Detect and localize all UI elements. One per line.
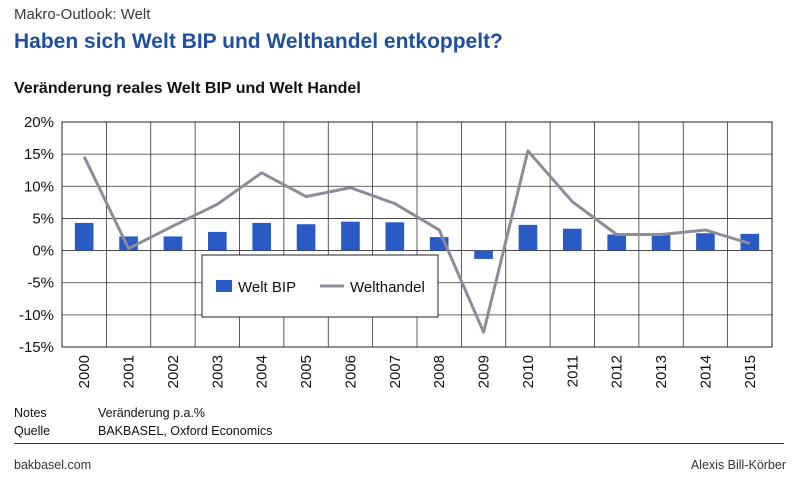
bar-welt-bip bbox=[385, 222, 405, 251]
footer-site: bakbasel.com bbox=[14, 458, 92, 472]
bar-welt-bip bbox=[607, 234, 627, 251]
page-headline: Haben sich Welt BIP und Welthandel entko… bbox=[14, 30, 503, 53]
bar-welt-bip bbox=[651, 235, 671, 251]
section-label: Makro-Outlook: Welt bbox=[14, 6, 151, 23]
bar-welt-bip bbox=[474, 250, 493, 259]
x-tick-label: 2002 bbox=[165, 355, 182, 388]
y-tick-label: -15% bbox=[19, 339, 54, 356]
bar-welt-bip bbox=[163, 236, 183, 251]
bar-welt-bip bbox=[252, 222, 272, 251]
y-tick-label: 20% bbox=[24, 114, 54, 131]
line-welthandel bbox=[82, 149, 751, 334]
notes-value: Veränderung p.a.% bbox=[98, 406, 206, 420]
source-label: Quelle bbox=[14, 424, 51, 438]
chart-title: Veränderung reales Welt BIP und Welt Han… bbox=[14, 80, 361, 97]
x-tick-label: 2011 bbox=[564, 355, 581, 387]
x-tick-label: 2007 bbox=[387, 355, 404, 388]
x-tick-label: 2003 bbox=[209, 355, 226, 388]
x-tick-label: 2014 bbox=[697, 355, 714, 388]
bar-welt-bip bbox=[696, 233, 715, 251]
x-tick-label: 2005 bbox=[298, 355, 315, 388]
x-tick-label: 2012 bbox=[609, 355, 626, 388]
y-tick-label: 15% bbox=[24, 146, 54, 163]
x-tick-label: 2009 bbox=[476, 355, 493, 388]
legend-swatch-welt-bip bbox=[216, 280, 232, 292]
x-tick-label: 2008 bbox=[431, 355, 448, 388]
bar-welt-bip bbox=[207, 231, 227, 251]
legend-label-welthandel: Welthandel bbox=[350, 279, 425, 296]
bar-welt-bip bbox=[518, 224, 538, 251]
y-tick-label: 10% bbox=[24, 178, 54, 195]
bar-welt-bip bbox=[562, 228, 582, 251]
notes-label: Notes bbox=[14, 406, 47, 420]
bar-welt-bip bbox=[74, 222, 94, 251]
x-tick-label: 2004 bbox=[254, 355, 271, 388]
chart: 20% 15% 10% 5% 0% -5% -10% -15% 2000 2001 2002 2003… bbox=[19, 114, 773, 388]
legend-label-welt-bip: Welt BIP bbox=[238, 279, 296, 296]
x-tick-label: 2013 bbox=[653, 355, 670, 388]
x-tick-label: 2015 bbox=[742, 355, 759, 388]
y-tick-label: -10% bbox=[19, 307, 54, 324]
bar-welt-bip bbox=[296, 224, 316, 251]
source-value: BAKBASEL, Oxford Economics bbox=[98, 424, 273, 438]
footer-divider bbox=[14, 443, 784, 444]
x-tick-label: 2001 bbox=[121, 355, 138, 388]
x-tick-label: 2006 bbox=[342, 355, 359, 388]
footer-author: Alexis Bill-Körber bbox=[690, 458, 786, 472]
y-tick-label: 5% bbox=[32, 210, 54, 227]
y-tick-label: -5% bbox=[27, 275, 54, 292]
y-tick-label: 0% bbox=[32, 243, 54, 260]
bar-welt-bip bbox=[341, 221, 360, 251]
x-tick-label: 2000 bbox=[76, 355, 93, 388]
x-tick-label: 2010 bbox=[520, 355, 537, 388]
